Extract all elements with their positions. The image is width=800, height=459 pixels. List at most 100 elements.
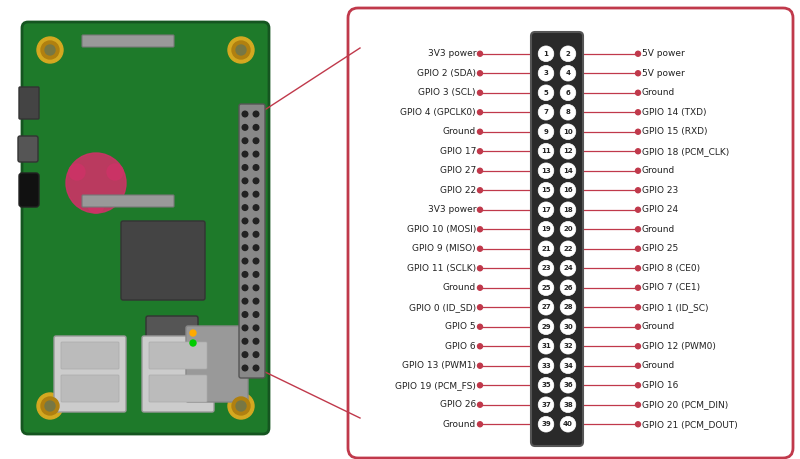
Circle shape (538, 319, 554, 335)
FancyBboxPatch shape (149, 342, 207, 369)
Circle shape (560, 377, 576, 393)
Circle shape (538, 46, 554, 62)
FancyBboxPatch shape (18, 136, 38, 162)
Text: 4: 4 (566, 70, 570, 76)
Circle shape (253, 111, 259, 117)
Text: 1: 1 (543, 51, 549, 57)
Text: 5V power: 5V power (642, 49, 685, 58)
Circle shape (560, 280, 576, 296)
Circle shape (228, 393, 254, 419)
Text: 14: 14 (563, 168, 573, 174)
Circle shape (560, 319, 576, 335)
Text: 40: 40 (563, 421, 573, 427)
Text: 17: 17 (541, 207, 551, 213)
Text: 20: 20 (563, 226, 573, 232)
Circle shape (253, 151, 259, 157)
Circle shape (478, 422, 482, 427)
FancyBboxPatch shape (146, 316, 198, 360)
Circle shape (560, 202, 576, 218)
Circle shape (635, 71, 641, 76)
FancyBboxPatch shape (348, 8, 793, 458)
Circle shape (69, 164, 85, 180)
Circle shape (560, 260, 576, 276)
Circle shape (635, 227, 641, 232)
Text: 30: 30 (563, 324, 573, 330)
Circle shape (538, 241, 554, 257)
Text: GPIO 1 (ID_SC): GPIO 1 (ID_SC) (642, 303, 709, 312)
Text: 16: 16 (563, 187, 573, 193)
Circle shape (560, 241, 576, 257)
Circle shape (242, 298, 248, 304)
Circle shape (538, 221, 554, 237)
Circle shape (560, 85, 576, 101)
Circle shape (253, 138, 259, 144)
Circle shape (635, 305, 641, 310)
Text: 27: 27 (541, 304, 551, 310)
Circle shape (242, 124, 248, 130)
Circle shape (635, 246, 641, 251)
Circle shape (478, 305, 482, 310)
Text: 19: 19 (541, 226, 551, 232)
Circle shape (560, 124, 576, 140)
Text: GPIO 0 (ID_SD): GPIO 0 (ID_SD) (409, 303, 476, 312)
Text: 2: 2 (566, 51, 570, 57)
Text: GPIO 10 (MOSI): GPIO 10 (MOSI) (406, 225, 476, 234)
Circle shape (253, 258, 259, 264)
Text: GPIO 27: GPIO 27 (440, 166, 476, 175)
Circle shape (538, 202, 554, 218)
Circle shape (242, 205, 248, 210)
Circle shape (478, 207, 482, 212)
Circle shape (232, 41, 250, 59)
Circle shape (538, 416, 554, 432)
Circle shape (560, 338, 576, 354)
Circle shape (538, 163, 554, 179)
Text: GPIO 14 (TXD): GPIO 14 (TXD) (642, 108, 706, 117)
Circle shape (253, 285, 259, 291)
Text: Ground: Ground (642, 361, 675, 370)
Circle shape (538, 144, 554, 159)
Circle shape (478, 149, 482, 154)
Circle shape (635, 168, 641, 173)
Text: 25: 25 (542, 285, 550, 291)
Circle shape (242, 151, 248, 157)
Circle shape (635, 266, 641, 271)
Circle shape (228, 37, 254, 63)
Text: 5: 5 (544, 90, 548, 96)
Circle shape (253, 352, 259, 358)
Text: 28: 28 (563, 304, 573, 310)
Text: 22: 22 (563, 246, 573, 252)
Text: Ground: Ground (642, 88, 675, 97)
Circle shape (253, 298, 259, 304)
Text: 33: 33 (541, 363, 551, 369)
Circle shape (107, 164, 123, 180)
Text: 3: 3 (543, 70, 549, 76)
Text: 6: 6 (566, 90, 570, 96)
Text: GPIO 15 (RXD): GPIO 15 (RXD) (642, 127, 707, 136)
Circle shape (478, 246, 482, 251)
Circle shape (478, 285, 482, 290)
Text: Ground: Ground (442, 283, 476, 292)
Circle shape (560, 416, 576, 432)
Text: GPIO 5: GPIO 5 (446, 322, 476, 331)
Circle shape (253, 365, 259, 371)
Circle shape (560, 105, 576, 120)
Circle shape (560, 182, 576, 198)
Circle shape (478, 71, 482, 76)
Text: 3V3 power: 3V3 power (427, 205, 476, 214)
FancyBboxPatch shape (19, 173, 39, 207)
Circle shape (242, 365, 248, 371)
FancyBboxPatch shape (142, 336, 214, 412)
Text: 9: 9 (543, 129, 549, 135)
Circle shape (538, 105, 554, 120)
Circle shape (253, 325, 259, 330)
Circle shape (560, 66, 576, 81)
Circle shape (538, 182, 554, 198)
Circle shape (635, 344, 641, 349)
Text: 3V3 power: 3V3 power (427, 49, 476, 58)
Text: 13: 13 (541, 168, 551, 174)
Text: 24: 24 (563, 265, 573, 271)
Circle shape (560, 46, 576, 62)
Circle shape (478, 51, 482, 56)
Text: 31: 31 (541, 343, 551, 349)
FancyBboxPatch shape (149, 375, 207, 402)
